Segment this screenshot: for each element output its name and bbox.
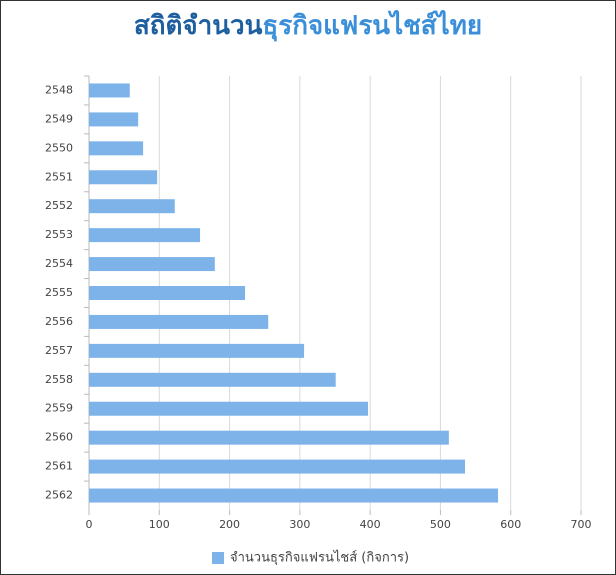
bar	[89, 430, 449, 445]
y-tick-label: 2557	[45, 344, 73, 357]
bar	[89, 83, 130, 98]
bar	[89, 141, 144, 156]
x-tick-label: 0	[86, 518, 93, 531]
y-tick-label: 2553	[45, 228, 73, 241]
y-tick-label: 2562	[45, 489, 73, 502]
bar	[89, 401, 369, 416]
bar	[89, 286, 246, 300]
x-tick-label: 200	[219, 518, 240, 531]
x-tick-label: 700	[571, 518, 592, 531]
x-tick-label: 400	[360, 518, 381, 531]
bar	[89, 170, 158, 185]
y-tick-label: 2561	[45, 460, 73, 473]
y-tick-label: 2550	[45, 141, 73, 154]
bar	[89, 228, 201, 243]
bar	[89, 199, 175, 214]
chart-title: สถิติจำนวนธุรกิจแฟรนไชส์ไทย	[134, 9, 482, 42]
x-tick-label: 100	[149, 518, 170, 531]
legend-label: จำนวนธุรกิจแฟรนไชส์ (กิจการ)	[230, 550, 409, 566]
y-tick-label: 2558	[45, 373, 73, 386]
y-tick-label: 2548	[45, 83, 73, 96]
x-tick-label: 500	[430, 518, 451, 531]
y-tick-label: 2552	[45, 199, 73, 212]
y-tick-label: 2554	[45, 257, 73, 270]
bar	[89, 343, 305, 358]
y-tick-label: 2556	[45, 315, 73, 328]
y-tick-label: 2551	[45, 170, 73, 183]
bar	[89, 459, 466, 474]
bar	[89, 257, 215, 272]
x-tick-label: 300	[289, 518, 310, 531]
y-tick-label: 2559	[45, 402, 73, 415]
y-tick-label: 2560	[45, 431, 73, 444]
x-tick-label: 600	[500, 518, 521, 531]
bar	[89, 488, 499, 503]
title-part: ธุรกิจแฟรนไชส์ไทย	[262, 9, 482, 42]
bar	[89, 372, 336, 387]
title-part: สถิติจำนวน	[134, 11, 263, 41]
bar	[89, 314, 269, 329]
legend-swatch	[212, 552, 224, 564]
y-tick-label: 2549	[45, 112, 73, 125]
y-tick-label: 2555	[45, 286, 73, 299]
bar	[89, 112, 139, 127]
